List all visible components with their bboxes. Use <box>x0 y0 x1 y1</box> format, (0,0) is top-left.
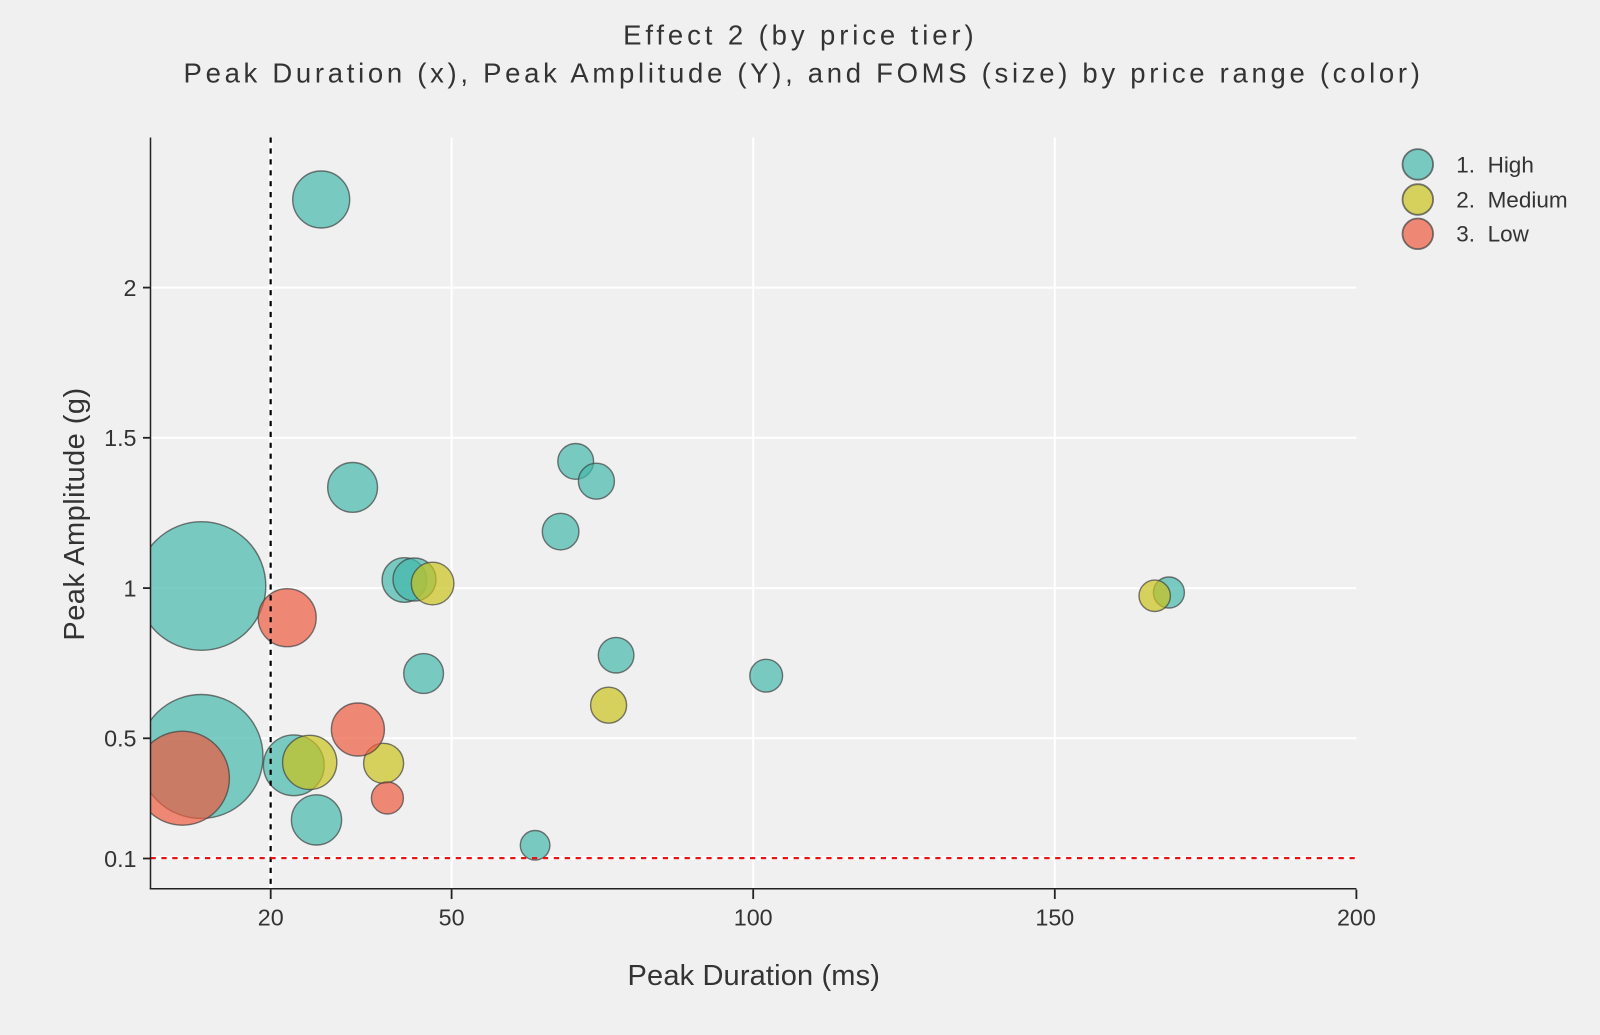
svg-text:200: 200 <box>1337 905 1376 931</box>
svg-text:2: 2 <box>124 275 137 301</box>
svg-text:0.1: 0.1 <box>104 846 136 872</box>
svg-text:Effect 2 (by price tier): Effect 2 (by price tier) <box>623 19 977 50</box>
svg-text:20: 20 <box>258 905 284 931</box>
svg-text:3. Low: 3. Low <box>1456 221 1529 246</box>
svg-text:2. Medium: 2. Medium <box>1456 188 1567 213</box>
svg-text:1.5: 1.5 <box>104 425 136 451</box>
svg-text:Peak Duration (x), Peak Amplit: Peak Duration (x), Peak Amplitude (Y), a… <box>184 57 1424 88</box>
svg-text:Peak Duration (ms): Peak Duration (ms) <box>628 960 881 992</box>
svg-text:1. High: 1. High <box>1456 153 1534 178</box>
svg-text:0.5: 0.5 <box>104 726 136 752</box>
svg-text:150: 150 <box>1035 905 1074 931</box>
svg-text:1: 1 <box>124 575 137 601</box>
svg-text:Peak Amplitude (g): Peak Amplitude (g) <box>59 387 91 640</box>
svg-text:50: 50 <box>439 905 465 931</box>
svg-text:100: 100 <box>734 905 773 931</box>
